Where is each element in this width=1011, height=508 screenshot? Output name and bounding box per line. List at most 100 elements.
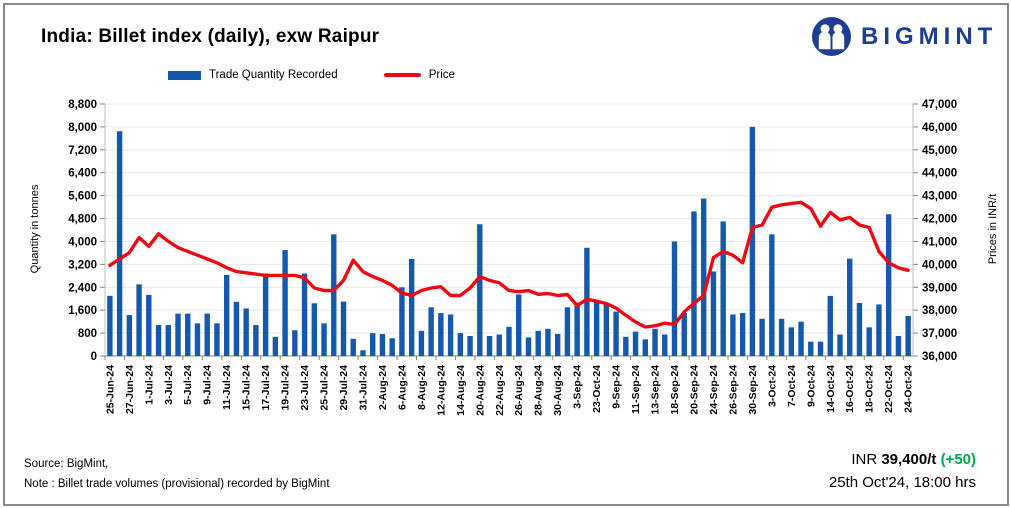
trade-quantity-bar	[769, 234, 775, 356]
trade-quantity-bar	[165, 325, 171, 356]
price-currency: INR	[851, 451, 882, 468]
svg-text:41,000: 41,000	[922, 236, 957, 248]
trade-quantity-bar	[885, 214, 892, 356]
trade-quantity-bar	[613, 311, 619, 356]
trade-quantity-bar	[856, 303, 863, 356]
svg-text:5,600: 5,600	[68, 191, 97, 203]
x-axis-label: 7-Oct-24	[786, 365, 798, 407]
trade-quantity-bar	[253, 325, 259, 356]
x-axis-label: 12-Aug-24	[435, 365, 447, 416]
axes	[100, 103, 918, 360]
svg-text:38,000: 38,000	[922, 305, 957, 317]
x-axis-label: 9-Sep-24	[611, 365, 623, 409]
trade-quantity-bar	[272, 336, 279, 356]
trade-quantity-bar	[691, 211, 697, 356]
x-axis-label: 9-Jul-24	[202, 365, 214, 405]
x-axis-label: 16-Oct-24	[844, 365, 856, 413]
x-axis-label: 3-Oct-24	[766, 365, 778, 407]
x-axis-label: 29-Jul-24	[338, 365, 350, 411]
legend-bar-label: Trade Quantity Recorded	[209, 69, 338, 81]
footnote-block: Source: BigMint, Note : Billet trade vol…	[24, 454, 330, 494]
x-axis-label: 15-Jul-24	[241, 365, 253, 411]
svg-text:8,800: 8,800	[68, 99, 97, 111]
x-axis-label: 30-Aug-24	[552, 365, 564, 416]
svg-text:0: 0	[91, 351, 97, 363]
x-axis-label: 3-Sep-24	[572, 365, 584, 409]
svg-text:46,000: 46,000	[922, 122, 957, 134]
trade-quantity-bar	[428, 307, 434, 356]
trade-quantity-bar	[681, 313, 687, 356]
trade-quantity-bar	[516, 294, 522, 356]
svg-text:47,000: 47,000	[922, 99, 957, 111]
legend-line-label: Price	[428, 69, 455, 81]
trade-quantity-bar	[700, 198, 707, 356]
x-axis-label: 11-Sep-24	[630, 365, 642, 414]
x-axis-label: 8-Aug-24	[416, 365, 428, 410]
trade-quantity-bar	[778, 318, 785, 356]
trade-quantity-bar	[467, 335, 473, 356]
svg-text:4,000: 4,000	[68, 236, 97, 248]
page-title: India: Billet index (daily), exw Raipur	[41, 26, 380, 47]
trade-quantity-bar	[175, 313, 181, 356]
x-axis-label: 20-Sep-24	[688, 365, 700, 415]
trade-quantity-bar	[243, 308, 249, 356]
trade-quantity-bar	[155, 325, 162, 356]
trade-quantity-bar	[146, 295, 152, 356]
left-axis-tick-labels: 0 800 1,600 2,400 3,200 4,000 4,800 5,600 6,400 7…	[68, 99, 97, 363]
trade-quantity-bar	[632, 331, 639, 356]
x-axis-label: 18-Sep-24	[669, 365, 681, 415]
trade-quantity-bar	[808, 341, 814, 356]
svg-text:45,000: 45,000	[922, 145, 957, 157]
trade-quantity-bar	[642, 339, 648, 356]
latest-price-block: INR 39,400/t (+50) 25th Oct'24, 18:00 hr…	[829, 449, 976, 494]
trade-quantity-bar	[827, 295, 833, 356]
bigmint-logo: BIGMINT	[811, 16, 997, 57]
x-axis-label: 24-Oct-24	[903, 365, 915, 413]
trade-quantity-bar	[798, 321, 804, 356]
source-text: Source: BigMint,	[24, 458, 109, 470]
svg-text:36,000: 36,000	[922, 351, 957, 363]
x-axis-label: 26-Aug-24	[513, 365, 525, 416]
bigmint-logo-text: BIGMINT	[861, 22, 998, 50]
trade-quantity-bar	[107, 295, 113, 356]
trade-quantity-bar	[204, 313, 210, 356]
trade-quantity-bar	[301, 273, 308, 356]
trade-quantity-bar	[457, 333, 464, 356]
x-axis-label: 28-Aug-24	[533, 365, 545, 416]
trade-quantity-bar	[379, 333, 386, 356]
trade-quantity-bar	[593, 301, 600, 356]
trade-quantity-bar	[233, 301, 240, 356]
svg-text:4,800: 4,800	[68, 214, 97, 226]
trade-quantity-bar	[496, 334, 502, 356]
svg-text:8,000: 8,000	[68, 122, 97, 134]
x-axis-label: 25-Jul-24	[319, 365, 331, 411]
trade-quantity-bar	[116, 131, 123, 356]
price-value: 39,400/t	[881, 451, 937, 468]
trade-quantity-bar	[817, 341, 824, 356]
trade-quantity-bar	[292, 330, 298, 356]
x-axis-label: 6-Aug-24	[396, 365, 408, 410]
trade-quantity-bar	[574, 302, 580, 356]
chart-legend: Trade Quantity Recorded Price	[168, 69, 455, 81]
trade-quantity-bar	[214, 323, 220, 356]
trade-quantity-bar	[321, 323, 327, 356]
x-axis-label: 24-Sep-24	[708, 365, 720, 415]
x-axis-label: 5-Jul-24	[182, 365, 194, 405]
svg-text:40,000: 40,000	[922, 259, 957, 271]
note-text: Note : Billet trade volumes (provisional…	[24, 478, 330, 491]
trade-quantity-bar	[185, 313, 191, 356]
trade-quantity-bar	[350, 338, 356, 356]
x-axis-tick-labels: 25-Jun-24 27-Jun-24 1-Jul-24 3-Jul-24 5-Jul-…	[104, 365, 914, 416]
x-axis-label: 23-Jul-24	[299, 365, 311, 411]
trade-quantity-bar	[720, 221, 726, 356]
trade-quantity-bar	[564, 307, 571, 356]
svg-text:6,400: 6,400	[68, 168, 97, 180]
trade-quantity-bar	[876, 304, 882, 356]
trade-quantity-bar	[710, 271, 717, 356]
x-axis-label: 14-Aug-24	[455, 365, 467, 416]
trade-quantity-bar	[262, 273, 269, 356]
svg-text:7,200: 7,200	[68, 145, 97, 157]
trade-quantity-bar	[418, 330, 425, 356]
trade-quantity-bar	[408, 258, 415, 356]
